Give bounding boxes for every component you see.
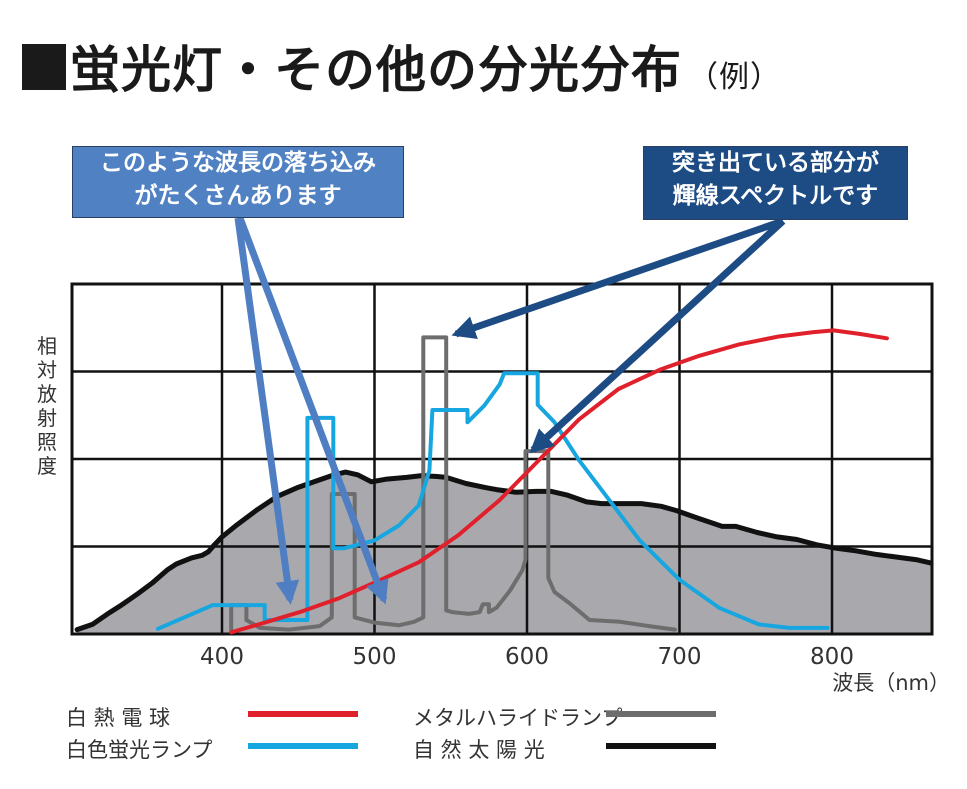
title-main: 蛍光灯・その他の分光分布	[70, 41, 682, 99]
legend-label-fluorescent: 白色蛍光ランプ	[66, 738, 213, 762]
title-suffix: （例）	[688, 60, 781, 95]
callout-right-line1: 突き出ている部分が	[672, 150, 879, 176]
legend-swatch-metal-halide	[606, 711, 716, 717]
x-tick-label-600: 600	[505, 644, 549, 670]
legend-label-sunlight: 自 然 太 陽 光	[413, 738, 545, 762]
callout-wavelength-dips: このような波長の落ち込み がたくさんあります	[72, 146, 404, 218]
x-tick-label-400: 400	[200, 644, 244, 670]
plot-frame	[70, 282, 934, 636]
series-line-fluorescent	[155, 371, 830, 631]
legend-swatch-sunlight	[606, 743, 716, 749]
legend-swatch-fluorescent	[248, 743, 358, 749]
series-line-metal_halide	[229, 335, 677, 632]
x-tick-label-700: 700	[658, 644, 702, 670]
x-tick-label-800: 800	[810, 644, 854, 670]
callout-left-line2: がたくさんあります	[134, 183, 342, 209]
legend-swatch-incandescent	[248, 711, 358, 717]
callout-arrow-right-2	[529, 218, 786, 454]
callout-arrow-left-1	[234, 217, 300, 605]
callout-emission-lines: 突き出ている部分が 輝線スペクトルです	[643, 146, 908, 220]
x-axis-label: 波長（nm）	[832, 671, 950, 695]
legend-label-incandescent: 白 熱 電 球	[66, 706, 171, 730]
callout-left-line1: このような波長の落ち込み	[100, 150, 376, 176]
series-line-incandescent	[229, 328, 889, 635]
callout-right-line2: 輝線スペクトルです	[672, 183, 879, 209]
y-axis-label: 相対放射照度	[37, 334, 57, 478]
x-tick-label-500: 500	[353, 644, 397, 670]
callout-arrow-right-1	[451, 217, 785, 340]
square-bullet-icon	[22, 44, 66, 90]
page-title: 蛍光灯・その他の分光分布 （例）	[22, 30, 781, 102]
callout-arrow-left-2	[236, 216, 389, 605]
legend-label-metal-halide: メタルハライドランプ	[413, 706, 623, 730]
